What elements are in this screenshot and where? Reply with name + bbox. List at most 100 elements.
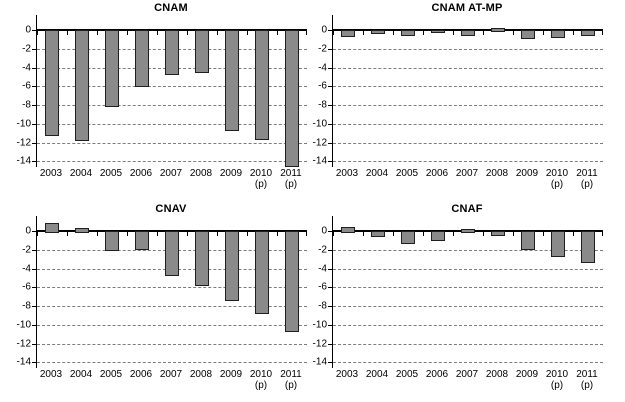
y-tick-label: -10 (16, 319, 31, 331)
x-axis-tick (483, 232, 484, 236)
plot-area-cnav: 0 -2 -4 -6 -8 -10 -12 -14 (17, 216, 307, 368)
y-tick-label: -12 (16, 137, 31, 149)
x-tick-label: 2009 (512, 369, 542, 395)
y-tick-label: -12 (16, 338, 31, 350)
y-tick-label: -10 (312, 319, 327, 331)
y-axis-tick (328, 105, 332, 107)
category-year: 2011 (576, 369, 598, 380)
x-tick-label: 2008 (482, 168, 512, 194)
gridline-y-10 (37, 123, 307, 125)
x-axis-tick (306, 232, 307, 236)
x-tick-label: 2010 (p) (542, 168, 572, 194)
bar-2003 (341, 227, 355, 233)
category-note: (p) (284, 179, 298, 190)
y-axis-tick (328, 67, 332, 69)
gridline-y-14 (37, 362, 307, 364)
y-axis-tick (328, 362, 332, 364)
x-tick-label: 2004 (362, 168, 392, 194)
category-note: (p) (284, 380, 298, 391)
x-tick-label: 2004 (66, 168, 96, 194)
y-tick-label: -8 (318, 300, 327, 312)
y-axis-tick (32, 324, 36, 326)
y-tick-label: 0 (25, 225, 31, 237)
x-axis-tick (67, 31, 68, 35)
category-year: 2006 (129, 369, 153, 380)
category-year: 2007 (159, 369, 183, 380)
bar-2006 (135, 231, 149, 250)
bar-2006 (135, 30, 149, 88)
category-year: 2008 (485, 168, 509, 179)
chart-title-cnam: CNAM (154, 2, 188, 14)
category-year: 2011 (280, 369, 302, 380)
x-tick-label: 2009 (216, 369, 246, 395)
x-axis-labels-cnaf: 2003 2004 2005 2006 2007 2008 2009 2010 (p) 2011(… (332, 369, 602, 395)
chart-title-cnam-at-mp: CNAM AT-MP (431, 2, 503, 14)
y-axis-tick (328, 123, 332, 125)
category-year: 2004 (365, 168, 389, 179)
y-axis-tick (328, 268, 332, 270)
bar-2010 (255, 30, 269, 140)
y-tick-label: -4 (318, 263, 327, 275)
x-tick-label: 2003 (332, 369, 362, 395)
x-axis-tick (127, 31, 128, 35)
category-year: 2003 (39, 168, 63, 179)
x-axis-tick (363, 232, 364, 236)
bar-2003 (45, 222, 59, 233)
y-tick-label: -14 (16, 356, 31, 368)
bar-2011 (285, 231, 299, 332)
y-tick-label: -2 (22, 43, 31, 55)
x-axis-tick (423, 31, 424, 35)
y-axis-tick (328, 287, 332, 289)
y-axis-tick (328, 30, 332, 31)
y-tick-label: -14 (312, 155, 327, 167)
y-axis-tick (32, 86, 36, 88)
y-axis-tick (328, 161, 332, 163)
category-year: 2008 (189, 168, 213, 179)
bar-2005 (401, 231, 415, 245)
x-tick-label: 2009 (512, 168, 542, 194)
y-tick-label: -6 (22, 281, 31, 293)
x-tick-label: 2011 (p) (276, 168, 306, 194)
x-axis-tick (483, 31, 484, 35)
bar-2003 (45, 30, 59, 137)
bar-2011 (285, 30, 299, 168)
category-note: (p) (254, 380, 268, 391)
y-axis-tick (328, 48, 332, 50)
x-tick-label: 2007 (452, 369, 482, 395)
y-axis-tick (32, 48, 36, 50)
gridline-y-2 (333, 48, 603, 50)
category-note: (p) (254, 179, 268, 190)
y-tick-label: -2 (22, 244, 31, 256)
x-tick-label: 2007 (452, 168, 482, 194)
x-tick-label: 2005 (392, 168, 422, 194)
gridline-y-8 (37, 306, 307, 308)
y-axis-tick (32, 231, 36, 232)
bar-2007 (165, 30, 179, 76)
bar-2004 (75, 30, 89, 141)
bar-2008 (195, 30, 209, 74)
x-axis-labels-cnam: 2003 2004 2005 2006 2007 2008 2009 2010 (p) 2011(… (36, 168, 306, 194)
y-axis-tick (32, 67, 36, 69)
bar-2010 (551, 231, 565, 258)
y-axis-tick (32, 123, 36, 125)
y-tick-label: 0 (321, 225, 327, 237)
category-year: 2004 (69, 168, 93, 179)
category-year: 2006 (129, 168, 153, 179)
bar-2005 (105, 231, 119, 251)
bar-2009 (521, 231, 535, 250)
bar-2009 (225, 231, 239, 301)
x-tick-label: 2008 (186, 369, 216, 395)
category-year: 2009 (219, 369, 243, 380)
x-axis-tick (393, 232, 394, 236)
x-axis-tick (277, 232, 278, 236)
x-tick-label: 2006 (422, 168, 452, 194)
bar-2010 (255, 231, 269, 314)
category-year: 2009 (515, 168, 539, 179)
chart-cnam-at-mp: CNAM AT-MP 0 -2 -4 -6 -8 -10 -12 -14 2003 2004 20… (312, 0, 625, 201)
y-axis-tick (32, 142, 36, 144)
gridline-y-8 (37, 105, 307, 107)
gridline-y-6 (37, 86, 307, 88)
y-tick-label: -8 (22, 300, 31, 312)
x-tick-label: 2008 (186, 168, 216, 194)
